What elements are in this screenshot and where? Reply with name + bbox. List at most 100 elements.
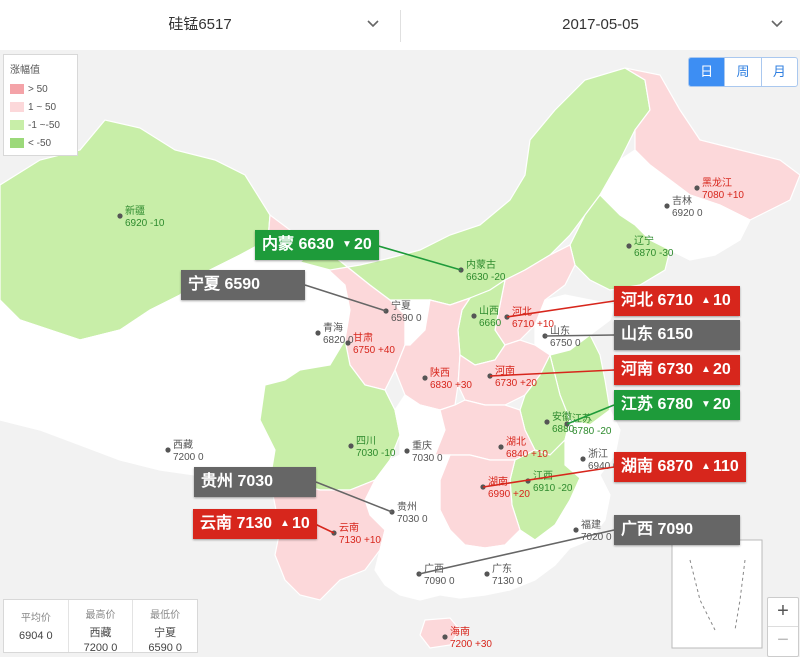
province-name: 云南 [339,521,359,534]
legend-label: 1 ~ 50 [28,102,57,113]
callout-neimenggu[interactable]: 内蒙 6630 ▼ 20 [255,230,379,260]
marker-heilongjiang[interactable] [694,185,700,191]
down-arrow-icon: ▼ [342,239,352,250]
legend: 涨幅值 > 50 1 ~ 50 -1 ~-50 < -50 [3,54,78,156]
province-value: 7090 0 [424,576,455,587]
callout-yunnan[interactable]: 云南 7130 ▲ 10 [193,509,317,539]
province-name: 福建 [581,518,601,531]
province-value: 6660 [479,318,502,329]
callout-label: 江苏 6780 [621,396,694,413]
legend-item: -1 ~-50 [10,120,60,132]
province-value: 7030 0 [412,453,443,464]
legend-title: 涨幅值 [10,65,40,76]
province-name: 河南 [495,364,515,377]
stat-value: 6904 0 [19,630,53,642]
province-name: 浙江 [588,448,608,460]
region-fujian[interactable] [554,474,611,549]
province-value: 6630 -20 [466,272,506,283]
province-value: 7130 +10 [339,535,381,546]
province-name: 陕西 [430,366,450,379]
callout-change: 20 [712,396,731,413]
commodity-select[interactable]: 硅锰6517 [0,0,400,50]
marker-jilin[interactable] [664,203,670,209]
province-name: 山西 [479,305,499,317]
province-value: 7130 0 [492,576,523,587]
marker-fujian[interactable] [573,527,579,533]
callout-change: 110 [712,458,739,475]
date-select[interactable]: 2017-05-05 [401,0,800,50]
province-value: 7030 0 [397,514,428,525]
period-week-button[interactable]: 周 [724,58,760,86]
callout-shandong[interactable]: 山东 6150 [614,320,740,350]
region-hainan[interactable] [419,617,461,649]
province-name: 湖北 [506,436,526,448]
province-value: 6940 0 [588,461,619,472]
marker-zhejiang[interactable] [580,456,586,462]
marker-xizang[interactable] [165,447,171,453]
province-name: 黑龙江 [702,176,732,189]
marker-sichuan[interactable] [348,443,354,449]
marker-chongqing[interactable] [404,448,410,454]
legend-item: < -50 [10,138,51,150]
marker-gansu[interactable] [345,340,351,346]
callout-label: 宁夏 6590 [188,276,261,293]
province-name: 西藏 [173,439,193,451]
callout-jiangsu[interactable]: 江苏 6780 ▼ 20 [614,390,740,420]
province-value: 6870 -30 [634,248,674,259]
legend-swatch [10,138,24,149]
province-name: 安徽 [552,410,572,423]
period-month-button[interactable]: 月 [760,58,797,86]
marker-xinjiang[interactable] [117,213,123,219]
stat-average: 平均价 6904 0 [4,600,68,652]
legend-label: < -50 [28,138,52,149]
callout-guangxi[interactable]: 广西 7090 [614,515,740,545]
leader-line [506,300,615,318]
province-name: 贵州 [397,500,417,513]
province-value: 6590 0 [391,313,422,324]
callout-guizhou[interactable]: 贵州 7030 [194,467,316,497]
legend-swatch [10,102,24,113]
stat-label: 最高价 [85,610,116,621]
province-name: 吉林 [672,194,692,207]
stat-label: 平均价 [20,613,51,624]
province-value: 6840 +10 [506,449,548,460]
province-value: 6910 -20 [533,483,573,494]
legend-item: > 50 [10,84,48,96]
chevron-down-icon [367,20,379,28]
province-value: 6750 +40 [353,345,395,356]
callout-ningxia[interactable]: 宁夏 6590 [181,270,305,300]
period-toggle: 日 周 月 [688,57,798,87]
leader-line [544,334,615,337]
province-name: 辽宁 [634,234,654,247]
province-value: 6710 +10 [512,319,554,330]
marker-anhui[interactable] [544,419,550,425]
zoom-in-button[interactable]: + [777,600,789,622]
province-value: 7020 0 [581,532,612,543]
callout-hunan[interactable]: 湖南 6870 ▲ 110 [614,452,746,482]
legend-item: 1 ~ 50 [10,102,56,114]
marker-hainan[interactable] [442,634,448,640]
province-name: 宁夏 [391,299,411,312]
up-arrow-icon: ▲ [701,295,711,306]
marker-liaoning[interactable] [626,243,632,249]
marker-hubei[interactable] [498,444,504,450]
region-guangdong[interactable] [438,524,571,599]
stat-label: 最低价 [150,610,181,621]
province-name: 内蒙古 [466,258,496,271]
callout-henan[interactable]: 河南 6730 ▲ 20 [614,355,740,385]
province-value: 6750 0 [550,338,581,349]
marker-guangdong[interactable] [484,571,490,577]
province-value: 6920 0 [672,208,703,219]
marker-shanxi[interactable] [471,313,477,319]
down-arrow-icon: ▼ [701,399,711,410]
stat-region: 西藏 [89,627,112,639]
stat-region: 宁夏 [154,627,177,639]
period-day-button[interactable]: 日 [689,58,725,86]
legend-label: > 50 [28,84,48,95]
callout-hebei[interactable]: 河北 6710 ▲ 10 [614,286,740,316]
zoom-out-button[interactable]: − [768,626,798,655]
marker-shaanxi[interactable] [422,375,428,381]
marker-qinghai[interactable] [315,330,321,336]
province-value: 7030 -10 [356,448,396,459]
callout-label: 河北 6710 [621,292,694,309]
